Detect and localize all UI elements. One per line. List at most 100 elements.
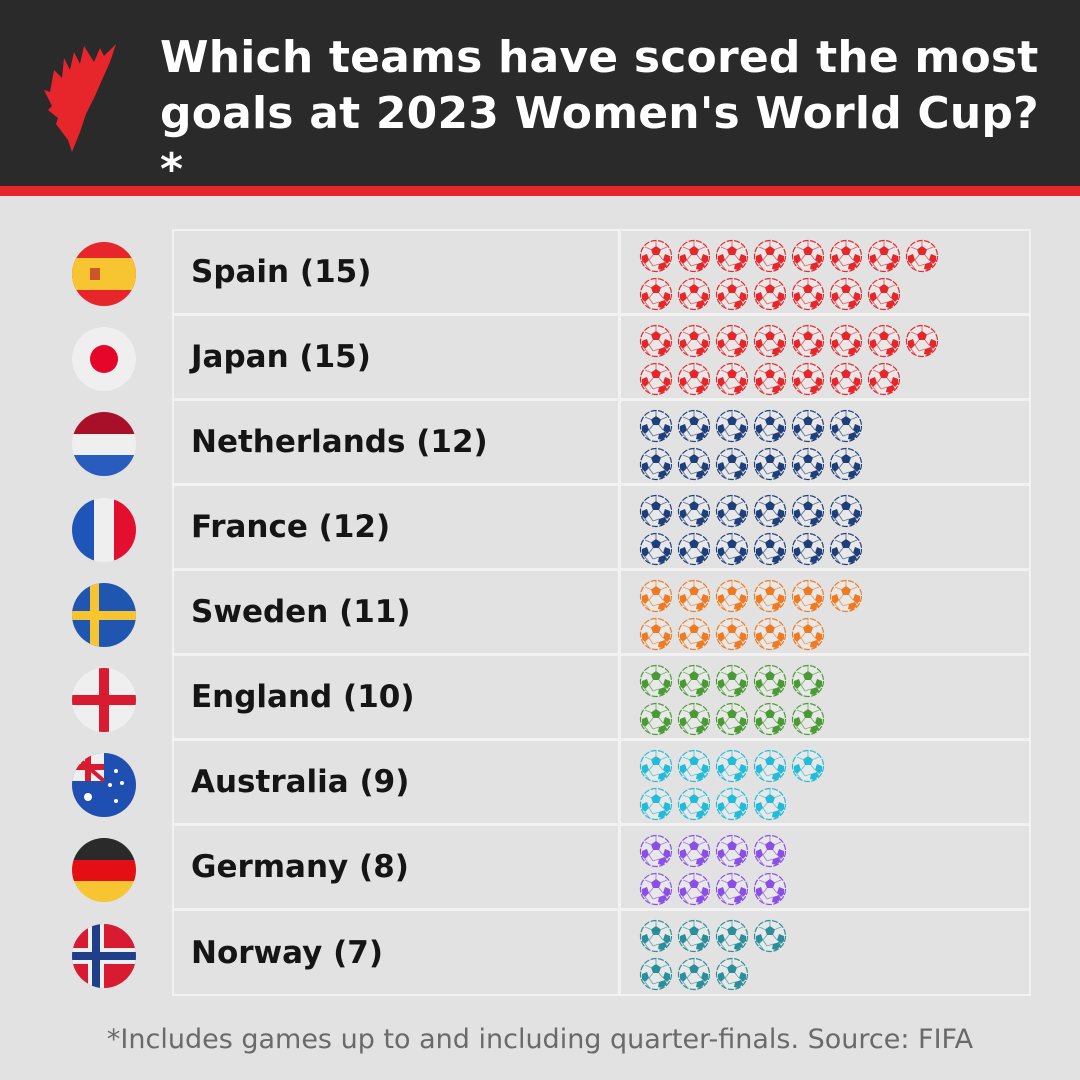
football-icon bbox=[753, 834, 787, 868]
football-icon bbox=[753, 787, 787, 821]
football-icon bbox=[753, 872, 787, 906]
football-icon bbox=[677, 239, 711, 273]
football-icon bbox=[639, 957, 673, 991]
football-icon bbox=[791, 532, 825, 566]
sbs-logo-icon bbox=[44, 44, 116, 152]
goals-table: Spain (15) Japan (15) Netherlands (12) Fran… bbox=[172, 229, 1031, 996]
football-icon bbox=[753, 749, 787, 783]
football-icon bbox=[753, 447, 787, 481]
football-icon bbox=[753, 362, 787, 396]
football-icon bbox=[639, 362, 673, 396]
football-icon bbox=[715, 702, 749, 736]
football-icon bbox=[639, 277, 673, 311]
football-icon bbox=[753, 617, 787, 651]
ball-row bbox=[639, 785, 1029, 823]
football-icon bbox=[753, 919, 787, 953]
football-icon bbox=[677, 957, 711, 991]
ball-row bbox=[639, 407, 1029, 445]
team-label: England (10) bbox=[174, 656, 621, 738]
table-row: Germany (8) bbox=[174, 826, 1029, 911]
football-icon bbox=[791, 617, 825, 651]
goal-pictogram bbox=[621, 571, 1029, 653]
football-icon bbox=[639, 787, 673, 821]
ball-row bbox=[639, 492, 1029, 530]
ball-row bbox=[639, 662, 1029, 700]
england-flag-icon bbox=[72, 668, 136, 732]
football-icon bbox=[791, 277, 825, 311]
football-icon bbox=[791, 447, 825, 481]
football-icon bbox=[753, 579, 787, 613]
football-icon bbox=[905, 239, 939, 273]
football-icon bbox=[677, 664, 711, 698]
table-row: Spain (15) bbox=[174, 231, 1029, 316]
netherlands-flag-icon bbox=[72, 412, 136, 477]
title-line-1: Which teams have scored the most bbox=[160, 32, 1039, 83]
football-icon bbox=[715, 872, 749, 906]
football-icon bbox=[753, 277, 787, 311]
football-icon bbox=[639, 872, 673, 906]
ball-row bbox=[639, 955, 1029, 993]
football-icon bbox=[639, 447, 673, 481]
football-icon bbox=[791, 579, 825, 613]
football-icon bbox=[677, 447, 711, 481]
table-row: Norway (7) bbox=[174, 911, 1029, 994]
japan-flag-icon bbox=[72, 327, 136, 392]
football-icon bbox=[867, 362, 901, 396]
football-icon bbox=[715, 494, 749, 528]
germany-flag-icon bbox=[72, 838, 136, 903]
football-icon bbox=[791, 664, 825, 698]
football-icon bbox=[829, 324, 863, 358]
team-label: Spain (15) bbox=[174, 231, 621, 313]
football-icon bbox=[639, 664, 673, 698]
football-icon bbox=[791, 409, 825, 443]
football-icon bbox=[715, 362, 749, 396]
football-icon bbox=[677, 532, 711, 566]
football-icon bbox=[791, 749, 825, 783]
title-line-2: goals at 2023 Women's World Cup?* bbox=[160, 88, 1039, 195]
football-icon bbox=[753, 239, 787, 273]
team-label: Sweden (11) bbox=[174, 571, 621, 653]
australia-flag-icon bbox=[72, 753, 136, 818]
football-icon bbox=[677, 579, 711, 613]
page-title: Which teams have scored the most goals a… bbox=[160, 30, 1060, 198]
football-icon bbox=[715, 787, 749, 821]
football-icon bbox=[753, 494, 787, 528]
ball-row bbox=[639, 832, 1029, 870]
football-icon bbox=[753, 409, 787, 443]
football-icon bbox=[639, 409, 673, 443]
football-icon bbox=[829, 447, 863, 481]
football-icon bbox=[715, 617, 749, 651]
team-label: Japan (15) bbox=[174, 316, 621, 398]
football-icon bbox=[753, 532, 787, 566]
football-icon bbox=[867, 277, 901, 311]
spain-flag-icon bbox=[72, 242, 136, 306]
football-icon bbox=[867, 239, 901, 273]
football-icon bbox=[715, 409, 749, 443]
ball-row bbox=[639, 445, 1029, 483]
football-icon bbox=[905, 324, 939, 358]
football-icon bbox=[753, 664, 787, 698]
football-icon bbox=[639, 324, 673, 358]
football-icon bbox=[677, 919, 711, 953]
football-icon bbox=[791, 239, 825, 273]
team-label: Australia (9) bbox=[174, 741, 621, 823]
football-icon bbox=[677, 834, 711, 868]
football-icon bbox=[677, 362, 711, 396]
ball-row bbox=[639, 322, 1029, 360]
sweden-flag-icon bbox=[72, 582, 136, 647]
goal-pictogram bbox=[621, 401, 1029, 483]
ball-row bbox=[639, 237, 1029, 275]
goal-pictogram bbox=[621, 741, 1029, 823]
football-icon bbox=[639, 239, 673, 273]
football-icon bbox=[715, 919, 749, 953]
football-icon bbox=[639, 919, 673, 953]
ball-row bbox=[639, 747, 1029, 785]
football-icon bbox=[677, 702, 711, 736]
header-accent-stripe bbox=[0, 186, 1080, 196]
football-icon bbox=[715, 834, 749, 868]
ball-row bbox=[639, 700, 1029, 738]
ball-row bbox=[639, 577, 1029, 615]
football-icon bbox=[829, 362, 863, 396]
football-icon bbox=[829, 239, 863, 273]
ball-row bbox=[639, 615, 1029, 653]
